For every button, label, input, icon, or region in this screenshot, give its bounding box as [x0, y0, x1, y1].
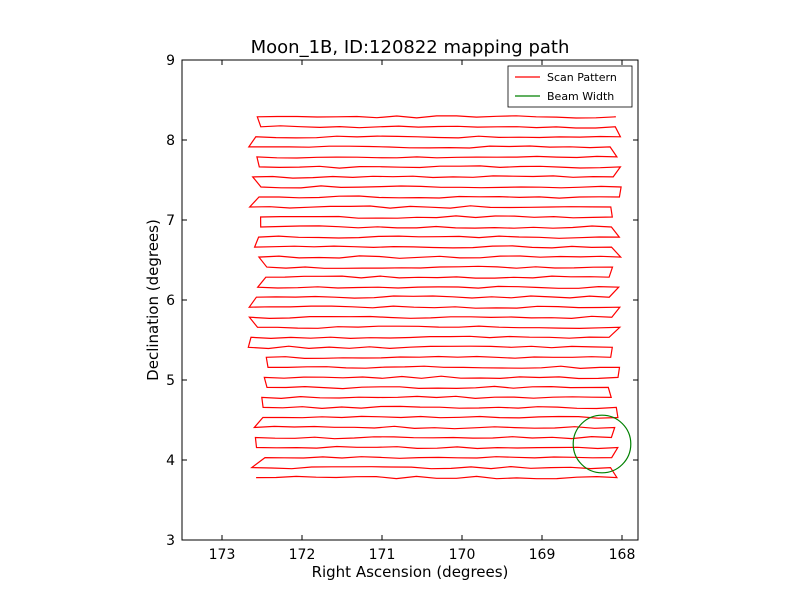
y-tick-label: 5 — [166, 373, 175, 389]
x-axis-ticks: 173 172 171 170 169 168 — [209, 60, 636, 563]
legend-scan-label: Scan Pattern — [547, 71, 617, 84]
chart-title: Moon_1B, ID:120822 mapping path — [251, 37, 570, 58]
legend-box — [507, 65, 633, 108]
scan-pattern-series — [247, 115, 623, 480]
x-axis-label: Right Ascension (degrees) — [312, 563, 509, 581]
scan-pattern-line — [247, 115, 623, 480]
y-tick-label: 3 — [166, 533, 175, 549]
beam-width-circle — [572, 414, 632, 474]
y-tick-label: 7 — [166, 213, 175, 229]
x-tick-label: 168 — [609, 547, 636, 563]
y-tick-label: 9 — [166, 53, 175, 69]
y-tick-label: 6 — [166, 293, 175, 309]
x-tick-label: 171 — [369, 547, 396, 563]
y-axis-ticks: 3 4 5 6 7 8 9 — [166, 53, 638, 549]
x-tick-label: 173 — [209, 547, 236, 563]
x-tick-label: 169 — [529, 547, 556, 563]
y-axis-label: Declination (degrees) — [144, 219, 162, 381]
beam-width-series — [572, 414, 632, 474]
y-tick-label: 8 — [166, 133, 175, 149]
legend: Scan Pattern Beam Width — [507, 65, 633, 108]
legend-beam-label: Beam Width — [547, 90, 614, 103]
x-tick-label: 170 — [449, 547, 476, 563]
y-tick-label: 4 — [166, 453, 175, 469]
x-tick-label: 172 — [289, 547, 316, 563]
